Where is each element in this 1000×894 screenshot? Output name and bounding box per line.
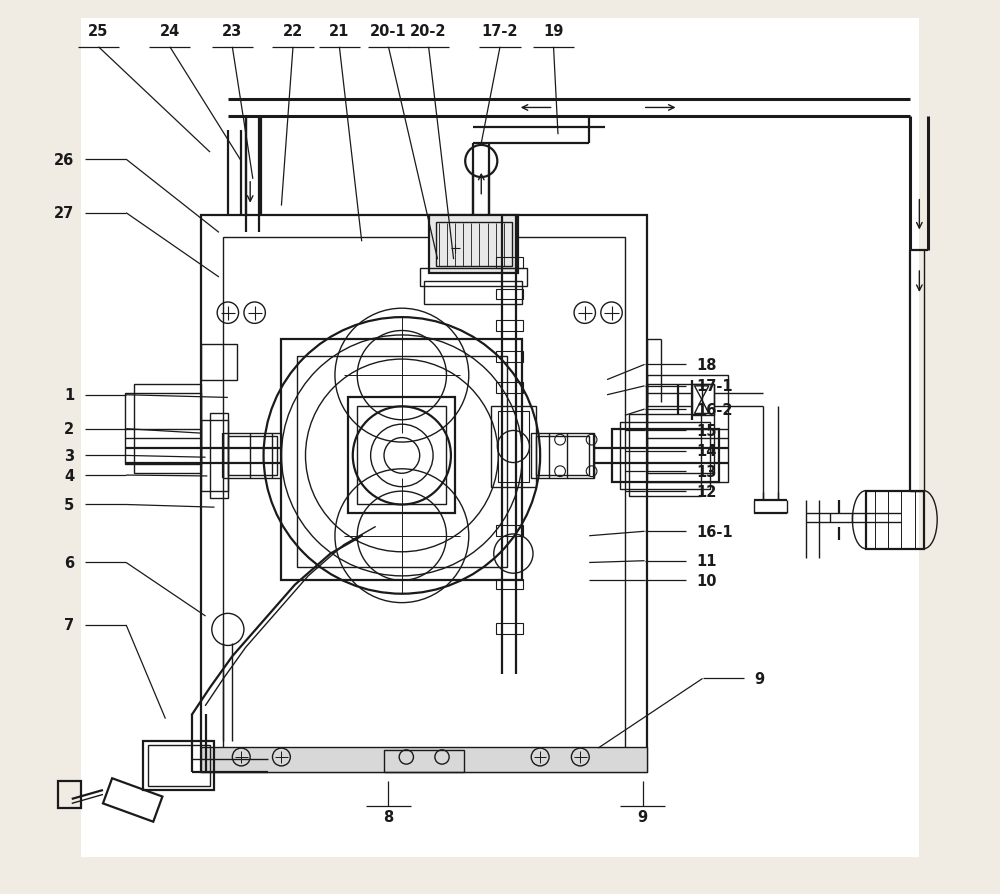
Bar [629, 415, 701, 497]
Text: 25: 25 [88, 24, 109, 39]
Text: 9: 9 [638, 809, 648, 824]
Bar [491, 407, 536, 487]
Bar [496, 351, 523, 362]
Bar [201, 215, 647, 772]
Bar [297, 357, 507, 568]
Text: 20-2: 20-2 [410, 24, 447, 39]
Text: 10: 10 [696, 573, 717, 588]
Bar [866, 492, 924, 550]
Text: 14: 14 [696, 444, 717, 459]
Bar [612, 429, 719, 483]
Bar [496, 320, 523, 331]
Bar [125, 393, 201, 465]
Bar [496, 258, 523, 269]
Bar [496, 526, 523, 536]
Text: 16-2: 16-2 [696, 402, 733, 417]
Bar [496, 290, 523, 300]
Bar [536, 436, 589, 476]
Bar [647, 384, 714, 474]
Bar [531, 434, 594, 478]
Text: 27: 27 [54, 206, 74, 221]
Text: 24: 24 [160, 24, 180, 39]
Text: 4: 4 [64, 468, 74, 483]
Bar [357, 407, 446, 505]
Bar [424, 283, 522, 304]
Text: 11: 11 [696, 553, 717, 569]
Bar [420, 269, 527, 287]
Text: 23: 23 [222, 24, 242, 39]
Bar [498, 411, 529, 483]
Bar [201, 344, 237, 380]
Bar [223, 238, 625, 750]
Text: 16-1: 16-1 [696, 524, 733, 539]
Text: 21: 21 [329, 24, 350, 39]
Bar [620, 422, 710, 490]
Text: 13: 13 [696, 465, 717, 479]
Bar [134, 384, 201, 474]
Text: 2: 2 [64, 422, 74, 436]
Bar [496, 623, 523, 634]
Text: 3: 3 [64, 449, 74, 463]
Text: 5: 5 [64, 497, 74, 512]
Text: 20-1: 20-1 [370, 24, 407, 39]
Bar [223, 434, 281, 478]
Bar [496, 383, 523, 393]
Bar [692, 384, 714, 416]
Text: 15: 15 [696, 424, 717, 438]
Bar [647, 375, 728, 483]
Bar [429, 215, 518, 274]
Text: 19: 19 [543, 24, 564, 39]
Text: 6: 6 [64, 555, 74, 570]
Bar [148, 746, 210, 786]
Bar [201, 747, 647, 772]
Text: 18: 18 [696, 358, 717, 373]
Text: 17-1: 17-1 [696, 379, 733, 394]
Text: 9: 9 [754, 671, 764, 687]
Text: 8: 8 [383, 809, 394, 824]
Text: 1: 1 [64, 388, 74, 403]
Bar [103, 779, 162, 822]
Bar [143, 741, 214, 790]
Text: 7: 7 [64, 618, 74, 633]
Bar [348, 398, 455, 514]
Text: 22: 22 [283, 24, 303, 39]
Text: 12: 12 [696, 484, 717, 499]
Bar [436, 223, 512, 267]
Bar [281, 340, 522, 581]
Bar [228, 436, 277, 476]
Text: 17-2: 17-2 [482, 24, 518, 39]
Text: 26: 26 [54, 153, 74, 167]
Bar [210, 413, 228, 499]
Bar [201, 420, 228, 492]
Bar [384, 750, 464, 772]
Bar [58, 781, 81, 808]
Bar [496, 579, 523, 590]
